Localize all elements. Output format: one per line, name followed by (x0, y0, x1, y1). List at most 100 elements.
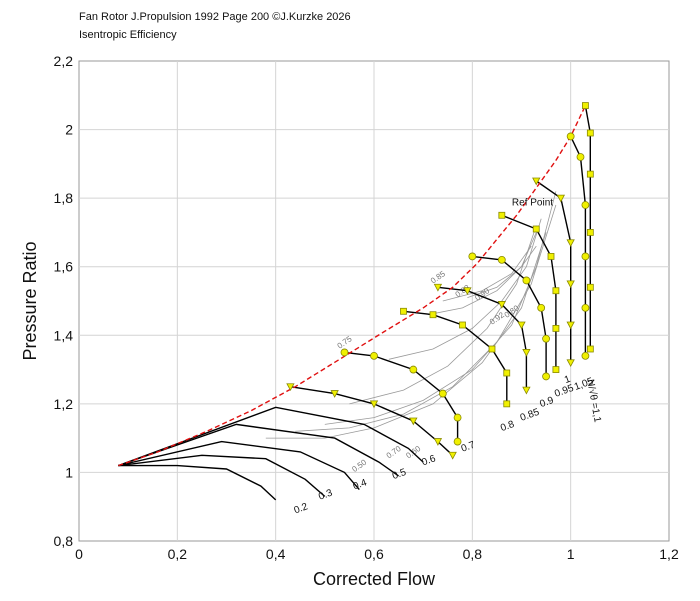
data-point-marker (586, 229, 594, 236)
y-tick-label: 1 (65, 464, 73, 480)
speed-line-label: 0.8 (499, 419, 516, 434)
data-point-marker (522, 386, 531, 395)
data-point-marker (552, 325, 560, 332)
speed-line (290, 386, 454, 456)
data-point-marker (586, 345, 594, 353)
data-point-marker (522, 349, 531, 357)
y-axis-label: Pressure Ratio (20, 241, 40, 360)
speed-line-label: 0.2 (293, 501, 310, 516)
speed-line (118, 406, 424, 467)
data-point-marker (369, 400, 379, 409)
efficiency-contour-line (428, 232, 537, 316)
speed-line (118, 454, 326, 497)
efficiency-contour-line (388, 218, 542, 360)
y-tick-label: 1,8 (54, 190, 74, 206)
data-point-marker (503, 400, 511, 408)
speed-line (437, 286, 528, 391)
efficiency-contour-line (442, 245, 532, 302)
y-tick-label: 1,6 (54, 259, 74, 275)
y-tick-label: 1,2 (54, 396, 74, 412)
speed-line (501, 214, 557, 370)
data-point-marker (488, 345, 496, 353)
data-point-marker (453, 437, 462, 446)
data-point-marker (586, 129, 594, 137)
speed-line-label: 0.7 (460, 439, 477, 454)
data-point-marker (459, 321, 466, 329)
data-point-marker (448, 451, 457, 460)
data-point-marker (409, 417, 418, 426)
data-point-marker (552, 366, 560, 373)
data-point-marker (409, 365, 418, 374)
speed-line (118, 440, 360, 491)
data-point-marker (497, 255, 506, 264)
data-point-marker (582, 102, 589, 109)
data-point-marker (503, 369, 511, 377)
data-point-marker (330, 390, 339, 398)
data-point-marker (497, 301, 507, 309)
data-point-marker (581, 303, 590, 312)
data-point-marker (400, 307, 407, 315)
data-point-marker (468, 252, 477, 261)
data-point-marker (566, 280, 575, 289)
ref-point-label: Ref Point (512, 198, 553, 209)
data-point-marker (429, 311, 437, 319)
speed-line-label: 0.9 (538, 395, 555, 410)
data-point-marker (453, 413, 462, 422)
speed-line (535, 180, 572, 363)
data-point-marker (537, 303, 546, 312)
x-tick-label: 0 (75, 546, 83, 562)
data-point-marker (581, 201, 590, 209)
x-tick-label: 0,8 (463, 546, 483, 562)
data-point-marker (498, 211, 506, 219)
data-point-marker (438, 389, 447, 398)
data-point-marker (542, 372, 550, 381)
speed-line (118, 464, 277, 501)
data-point-marker (586, 170, 594, 178)
efficiency-contour-line (265, 232, 547, 439)
y-tick-label: 2 (65, 122, 73, 138)
data-point-marker (463, 287, 472, 296)
y-tick-label: 1,4 (54, 327, 74, 343)
x-tick-label: 0,4 (266, 546, 286, 562)
data-point-marker (522, 276, 531, 285)
data-point-marker (586, 283, 594, 291)
data-point-marker (566, 239, 575, 248)
speed-line (584, 105, 591, 349)
data-point-marker (556, 194, 566, 203)
y-tick-label: 0,8 (54, 533, 74, 549)
speed-line-label: 1 (563, 374, 572, 386)
data-point-marker (566, 132, 575, 141)
data-point-marker (542, 334, 550, 343)
data-point-marker (581, 351, 590, 360)
data-point-marker (547, 253, 555, 260)
data-point-marker (286, 383, 295, 392)
speed-line (344, 351, 459, 442)
speed-line-label: 0.6 (420, 453, 437, 468)
efficiency-contour-line (295, 204, 557, 432)
x-axis-label: Corrected Flow (313, 569, 436, 589)
x-tick-label: 1 (567, 546, 575, 562)
x-tick-label: 0,2 (168, 546, 188, 562)
data-point-marker (370, 351, 378, 360)
data-point-marker (552, 287, 560, 295)
efficiency-contour-line (324, 191, 557, 425)
data-point-marker (517, 321, 526, 330)
chart-subtitle: Isentropic Efficiency (79, 29, 177, 41)
efficiency-contour-line (467, 245, 537, 298)
speed-line-label: 0.4 (352, 477, 369, 492)
data-point-marker (340, 348, 349, 357)
data-point-marker (581, 252, 590, 261)
y-tick-label: 2,2 (54, 53, 74, 69)
speed-line (472, 255, 547, 377)
speed-line-label: 0.3 (317, 487, 334, 502)
data-point-marker (532, 225, 540, 233)
x-tick-label: 0,6 (364, 546, 384, 562)
data-point-marker (566, 321, 575, 330)
data-point-marker (433, 438, 443, 446)
x-tick-label: 1,2 (659, 546, 679, 562)
chart-title: Fan Rotor J.Propulsion 1992 Page 200 ©J.… (79, 11, 351, 23)
speed-line (118, 423, 400, 477)
data-point-marker (532, 177, 541, 186)
data-point-marker (566, 359, 575, 368)
